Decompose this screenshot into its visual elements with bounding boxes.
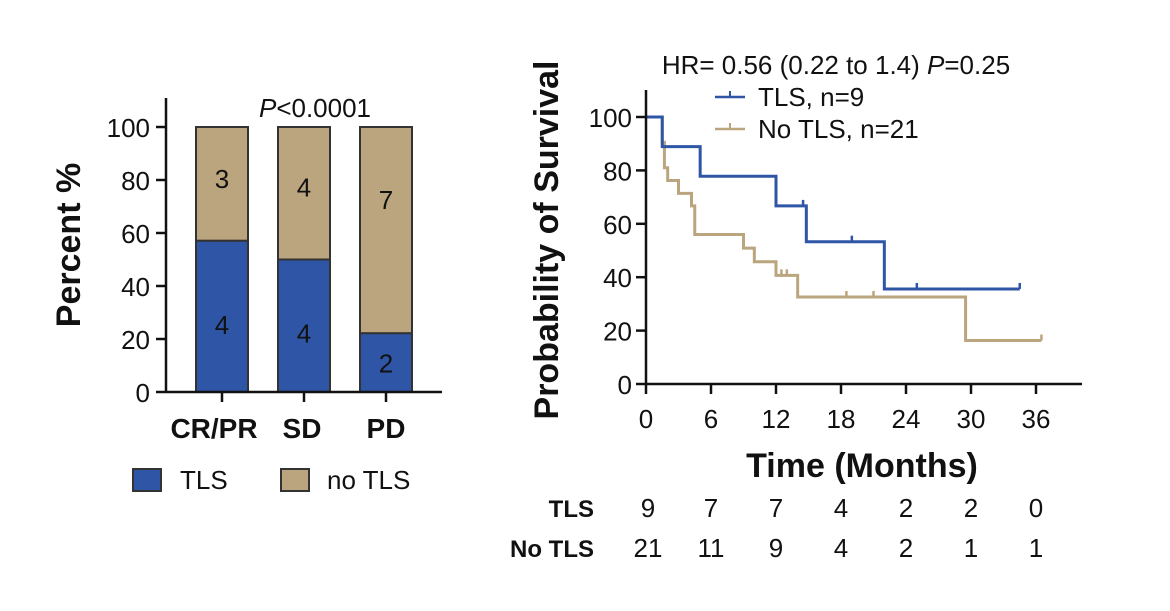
bar-category-label: PD	[367, 413, 406, 444]
km-y-axis-label: Probability of Survival	[528, 61, 566, 420]
bar-y-tick-label: 80	[121, 166, 150, 196]
risk-table-cell: 9	[641, 493, 655, 523]
km-x-tick-label: 24	[892, 404, 921, 434]
bar-y-axis-label: Percent %	[50, 163, 88, 327]
risk-table-cell: 11	[698, 533, 725, 563]
km-x-tick-label: 0	[639, 404, 653, 434]
risk-table-cell: 2	[899, 493, 913, 523]
bar-segment-no-tls	[359, 126, 413, 335]
legend-swatch-tls	[132, 468, 162, 492]
km-curve-no-tls	[646, 115, 1042, 342]
risk-table-cell: 2	[899, 533, 913, 563]
legend-swatch-no-tls	[280, 468, 310, 492]
bar-p-value: P<0.0001	[259, 93, 371, 123]
risk-table-cell: 4	[834, 533, 848, 563]
km-p-symbol: P	[927, 50, 945, 80]
bar-y-tick-label: 100	[107, 113, 150, 143]
km-hr-text: HR= 0.56 (0.22 to 1.4)	[662, 50, 927, 80]
bar-data-label-no-tls: 4	[297, 173, 311, 203]
bar-segment-tls	[277, 258, 331, 393]
bar-y-tick-label: 0	[136, 378, 150, 408]
km-x-tick-label: 12	[762, 404, 791, 434]
bar-segment-tls	[359, 332, 413, 394]
bar-segment-no-tls	[195, 126, 249, 242]
risk-table-cell: 1	[1029, 533, 1043, 563]
km-y-tick-label: 60	[603, 210, 632, 240]
bar-data-label-no-tls: 3	[215, 164, 229, 194]
km-y-tick-label: 20	[603, 317, 632, 347]
bar-data-label-tls: 2	[379, 349, 393, 379]
risk-table-cell: 0	[1029, 493, 1043, 523]
risk-table-cell: 4	[834, 493, 848, 523]
risk-table: TLS 9 7 7 4 2 2 0No TLS 21 11 9 4 2 1 1	[510, 493, 1043, 563]
bar-p-symbol: P	[259, 93, 277, 123]
bar-y-tick-label: 40	[121, 272, 150, 302]
km-legend: TLS, n=9 No TLS, n=21	[715, 82, 919, 144]
kaplan-meier-chart: Probability of Survival HR= 0.56 (0.22 t…	[510, 50, 1082, 563]
bar-data-label-tls: 4	[297, 318, 311, 348]
km-y-tick-label: 80	[603, 156, 632, 186]
bar-p-rest: <0.0001	[276, 93, 371, 123]
risk-table-row-label: TLS	[549, 496, 594, 523]
km-hr-annotation: HR= 0.56 (0.22 to 1.4) P=0.25	[662, 50, 1010, 80]
bar-y-tick-label: 20	[121, 325, 150, 355]
km-y-tick-label: 40	[603, 263, 632, 293]
risk-table-cell: 7	[704, 493, 718, 523]
risk-table-cell: 9	[769, 533, 783, 563]
bar-category-label: SD	[283, 413, 322, 444]
km-p-rest: =0.25	[944, 50, 1010, 80]
risk-table-cell: 2	[964, 493, 978, 523]
km-legend-label-tls: TLS, n=9	[758, 82, 864, 112]
km-y-tick-label: 100	[589, 103, 632, 133]
bar-segment-no-tls	[277, 126, 331, 261]
bar-y-tick-label: 60	[121, 219, 150, 249]
km-legend-label-no-tls: No TLS, n=21	[758, 114, 919, 144]
bar-category-label: CR/PR	[170, 413, 257, 444]
km-x-tick-label: 6	[704, 404, 718, 434]
km-x-axis-label: Time (Months)	[746, 447, 978, 485]
km-curve-tls	[646, 115, 1020, 291]
km-x-tick-label: 18	[827, 404, 856, 434]
bar-data-label-no-tls: 7	[379, 185, 393, 215]
risk-table-cell: 7	[769, 493, 783, 523]
km-y-tick-label: 0	[618, 370, 632, 400]
risk-table-cell: 21	[634, 533, 663, 563]
bar-legend: TLS no TLS	[132, 465, 410, 495]
risk-table-row-label: No TLS	[510, 536, 594, 563]
km-x-tick-label: 30	[957, 404, 986, 434]
km-x-tick-label: 36	[1022, 404, 1051, 434]
bar-data-label-tls: 4	[215, 310, 229, 340]
legend-label-tls: TLS	[180, 465, 228, 495]
risk-table-cell: 1	[964, 533, 978, 563]
legend-label-no-tls: no TLS	[327, 465, 410, 495]
